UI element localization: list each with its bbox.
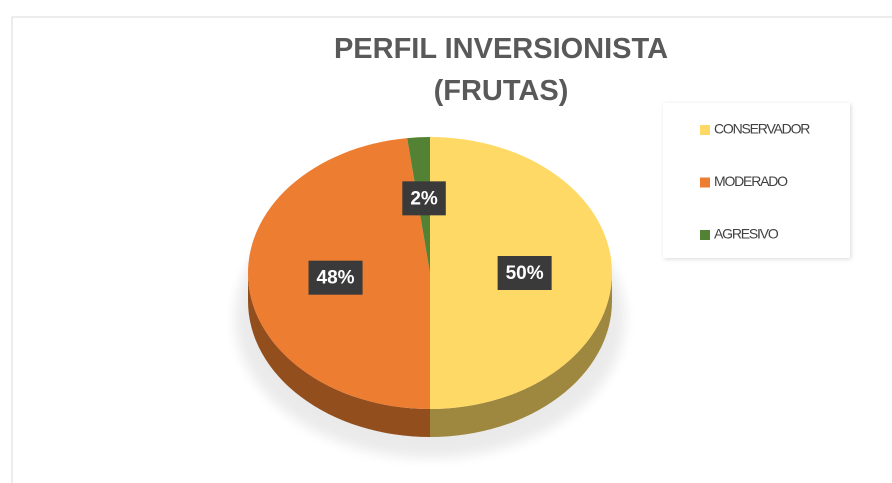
legend: CONSERVADOR MODERADO AGRESIVO (700, 121, 811, 242)
value-label-group: 48% (308, 260, 363, 295)
legend-swatch (700, 125, 710, 135)
value-label: 2% (410, 188, 438, 209)
legend-box (663, 103, 850, 258)
value-label: 50% (506, 263, 544, 284)
value-label: 48% (317, 268, 355, 289)
pie-tops (247, 137, 612, 410)
pie-sides (248, 273, 612, 437)
value-label-box (497, 256, 552, 290)
value-label-group: 50% (497, 256, 552, 290)
value-label-box (402, 181, 446, 216)
legend-label: CONSERVADOR (714, 121, 810, 137)
value-label-box (308, 260, 363, 295)
legend-swatch (700, 230, 710, 240)
slice-side (430, 273, 612, 437)
chart-title: PERFIL INVERSIONISTA (FRUTAS) (333, 33, 669, 107)
value-label-group: 2% (402, 181, 446, 216)
slice-side (248, 273, 430, 437)
legend-label: AGRESIVO (714, 226, 779, 242)
legend-swatch (700, 177, 710, 188)
legend-label: MODERADO (714, 173, 788, 189)
value-labels: 50% 48% 2% (308, 181, 552, 295)
